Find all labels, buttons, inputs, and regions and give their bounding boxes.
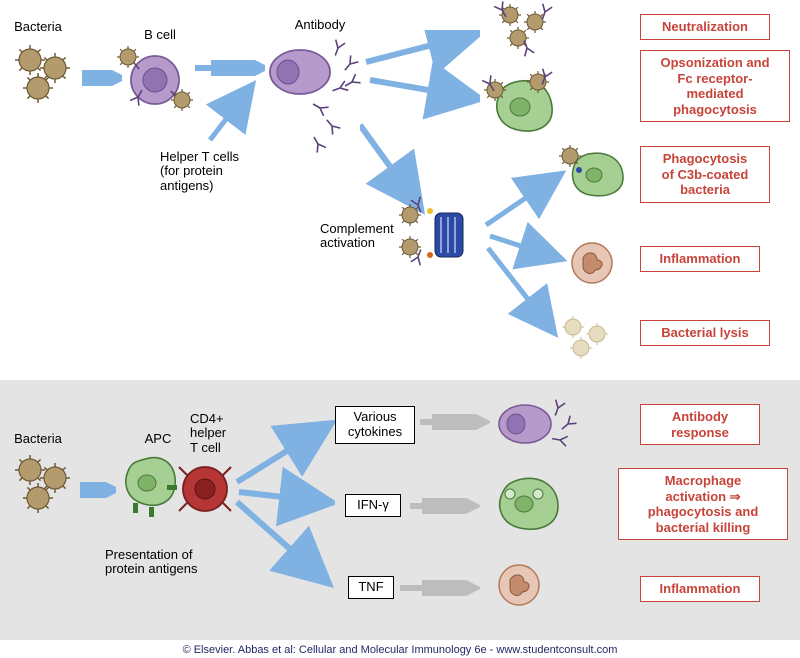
antibody-label: Antibody: [290, 18, 350, 32]
macrophage-activation: [488, 472, 578, 536]
path-cytokines: Various cytokines: [335, 406, 415, 444]
apc-tcell: [115, 445, 245, 545]
outcome-macrophage: Macrophage activation ⇒ phagocytosis and…: [618, 468, 788, 540]
arrow-tnf: [400, 580, 480, 596]
path-tnf: TNF: [348, 576, 394, 599]
arrow-cytokines: [420, 414, 490, 430]
b-cell: [120, 45, 195, 115]
cd4-label: CD4+ helper T cell: [190, 412, 240, 455]
bacteria-label-bottom: Bacteria: [8, 432, 68, 446]
path-ifng: IFN-γ: [345, 494, 401, 517]
neutralization-target: [490, 0, 570, 55]
bcell-label: B cell: [135, 28, 185, 42]
top-panel: Bacteria B cell Helper T cells (for prot…: [0, 0, 800, 380]
arrow-helper-t: [200, 80, 260, 150]
bacteria-label-top: Bacteria: [8, 20, 68, 34]
c3b-phagocyte: [560, 148, 640, 203]
outcome-c3b: Phagocytosis of C3b-coated bacteria: [640, 146, 770, 203]
outcome-antibody-response: Antibody response: [640, 404, 760, 445]
arrows-from-tcell: [235, 420, 335, 590]
opsonization-phagocyte: [480, 72, 580, 142]
bacteria-cluster-bottom: [10, 450, 80, 520]
arrow-bact-bcell: [82, 70, 122, 86]
inflammation-neutrophil-top: [565, 238, 620, 288]
presentation-label: Presentation of protein antigens: [105, 548, 225, 577]
arrow-bcell-plasma: [195, 60, 265, 76]
bottom-panel: Bacteria APC CD4+ helper T cell Presenta…: [0, 380, 800, 640]
arrow-ifng: [410, 498, 480, 514]
arrow-bact-apc: [80, 482, 116, 498]
outcome-neutralization: Neutralization: [640, 14, 770, 40]
outcome-lysis: Bacterial lysis: [640, 320, 770, 346]
copyright: © Elsevier. Abbas et al: Cellular and Mo…: [0, 644, 800, 656]
complement-label: Complement activation: [320, 222, 405, 251]
apc-label: APC: [138, 432, 178, 446]
bacteria-cluster-top: [10, 40, 80, 110]
outcome-opsonization: Opsonization and Fc receptor- mediated p…: [640, 50, 790, 122]
antibody-response-cell: [490, 394, 590, 454]
inflammation-neutrophil-bottom: [492, 560, 547, 610]
outcome-inflammation-top: Inflammation: [640, 246, 760, 272]
complement-activation: [390, 195, 490, 275]
helper-t-label: Helper T cells (for protein antigens): [160, 150, 270, 193]
bacterial-lysis: [555, 312, 635, 362]
outcome-inflammation-bottom: Inflammation: [640, 576, 760, 602]
plasma-cell-antibodies: [260, 36, 370, 166]
arrows-from-plasma: [360, 30, 480, 220]
